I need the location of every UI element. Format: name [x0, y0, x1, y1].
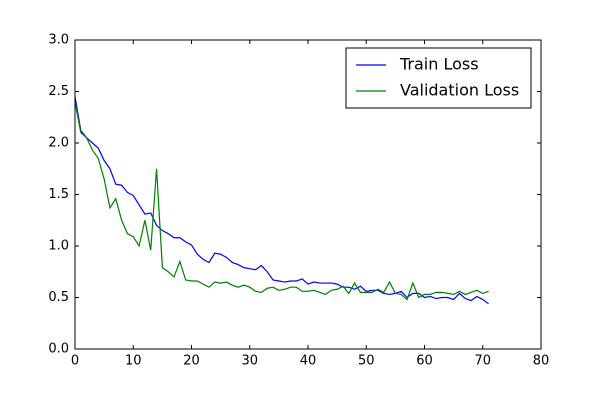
legend-text: Train Loss: [399, 55, 479, 74]
y-tick-label: 2.5: [48, 84, 69, 99]
legend-text: Validation Loss: [400, 81, 519, 100]
x-tick-label: 80: [533, 354, 550, 369]
x-tick-label: 10: [125, 354, 142, 369]
y-tick-label: 0.0: [48, 342, 69, 357]
x-tick-label: 60: [416, 354, 433, 369]
line-series: [74, 96, 489, 305]
y-tick-label: 1.0: [48, 239, 69, 254]
line-series: [74, 101, 489, 301]
y-tick-label: 2.0: [48, 136, 69, 151]
y-tick-label: 3.0: [48, 33, 69, 48]
x-tick-label: 50: [358, 354, 375, 369]
legend-box: [345, 47, 532, 109]
x-tick-label: 30: [241, 354, 258, 369]
x-tick-label: 0: [71, 354, 79, 369]
x-tick-label: 70: [474, 354, 491, 369]
y-tick-label: 1.5: [48, 187, 69, 202]
x-tick-label: 40: [300, 354, 317, 369]
x-tick-label: 20: [183, 354, 200, 369]
y-tick-label: 0.5: [48, 290, 69, 305]
axes-frame: [74, 39, 542, 350]
